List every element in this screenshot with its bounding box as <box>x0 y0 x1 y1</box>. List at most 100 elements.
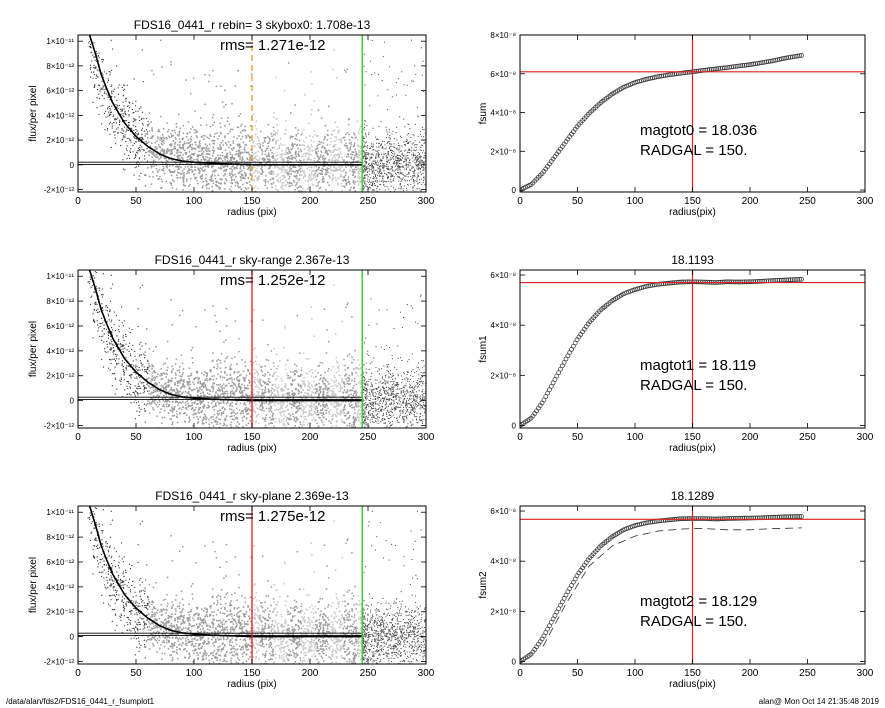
scatter-point <box>399 184 401 186</box>
scatter-point <box>345 172 347 174</box>
scatter-point <box>229 174 231 176</box>
scatter-point <box>377 138 379 140</box>
y-tick-label: 4×10⁻⁸ <box>490 109 516 118</box>
scatter-point <box>406 151 408 153</box>
scatter-point <box>136 376 138 378</box>
scatter-point <box>191 166 193 168</box>
scatter-point <box>305 136 307 139</box>
scatter-point <box>372 154 374 156</box>
scatter-point <box>325 412 328 414</box>
scatter-point <box>308 413 310 415</box>
scatter-point <box>231 170 233 173</box>
scatter-point <box>226 165 229 168</box>
scatter-point <box>94 320 96 322</box>
scatter-point <box>169 143 172 146</box>
scatter-point <box>280 186 282 189</box>
scatter-point <box>418 163 420 165</box>
scatter-point <box>177 177 179 179</box>
scatter-point <box>337 182 340 185</box>
scatter-point <box>170 143 172 145</box>
scatter-point <box>222 376 224 379</box>
scatter-point <box>247 151 249 154</box>
scatter-point <box>334 121 336 124</box>
scatter-point <box>238 152 240 154</box>
scatter-point <box>285 184 287 187</box>
scatter-point <box>283 171 286 174</box>
scatter-point <box>318 187 321 190</box>
scatter-point <box>361 429 363 431</box>
scatter-point <box>154 155 156 157</box>
scatter-point <box>127 110 130 112</box>
scatter-point <box>383 184 385 186</box>
scatter-point <box>249 137 251 139</box>
scatter-point <box>252 172 255 174</box>
scatter-point <box>101 80 103 82</box>
scatter-point <box>92 54 94 56</box>
scatter-point <box>334 156 336 159</box>
scatter-point <box>377 164 379 166</box>
scatter-point <box>235 153 238 155</box>
scatter-point <box>133 393 136 395</box>
scatter-point <box>257 187 259 190</box>
scatter-point <box>397 175 399 177</box>
scatter-point <box>255 363 258 366</box>
scatter-point <box>125 97 127 100</box>
scatter-point <box>196 130 198 133</box>
scatter-point <box>179 144 181 146</box>
scatter-point <box>288 150 291 153</box>
scatter-point <box>269 416 271 419</box>
scatter-point <box>363 155 365 157</box>
scatter-point <box>389 135 391 137</box>
scatter-point <box>248 382 251 384</box>
scatter-point <box>145 133 147 135</box>
scatter-point <box>102 59 105 61</box>
scatter-point <box>364 158 366 160</box>
scatter-point <box>306 167 308 170</box>
scatter-point <box>189 394 192 396</box>
scatter-point <box>332 150 335 153</box>
scatter-point <box>321 146 323 149</box>
scatter-point <box>358 405 361 407</box>
scatter-point <box>202 386 205 388</box>
scatter-point <box>176 158 179 160</box>
scatter-point <box>167 150 170 152</box>
scatter-point <box>284 176 287 179</box>
scatter-point <box>241 135 244 138</box>
scatter-point <box>290 167 293 170</box>
scatter-point <box>353 187 355 190</box>
scatter-point <box>316 388 318 391</box>
scatter-point <box>396 147 398 149</box>
scatter-point <box>192 173 195 176</box>
scatter-point <box>197 154 199 156</box>
scatter-point <box>416 144 418 146</box>
scatter-point <box>151 365 153 368</box>
scatter-point <box>356 160 359 162</box>
scatter-point <box>363 146 365 148</box>
scatter-point <box>250 155 253 158</box>
scatter-point <box>301 190 303 192</box>
scatter-point <box>291 184 294 187</box>
scatter-point <box>382 181 384 183</box>
scatter-point <box>360 179 362 182</box>
scatter-point <box>353 183 356 185</box>
scatter-point <box>202 146 205 149</box>
scatter-point <box>343 159 345 161</box>
scatter-point <box>407 176 409 178</box>
scatter-point <box>417 174 419 176</box>
scatter-point <box>234 383 236 385</box>
scatter-point <box>179 141 182 143</box>
scatter-point <box>376 186 378 188</box>
scatter-point <box>232 200 234 202</box>
x-tick-label: 50 <box>130 196 142 207</box>
scatter-point <box>241 383 243 386</box>
plot-area <box>78 270 426 431</box>
scatter-point <box>308 153 311 156</box>
scatter-point <box>302 389 305 391</box>
scatter-point <box>215 169 217 172</box>
scatter-point <box>319 169 322 172</box>
scatter-point <box>394 165 396 167</box>
scatter-point <box>148 175 151 178</box>
scatter-point <box>302 155 304 158</box>
scatter-point <box>151 135 153 137</box>
scatter-point <box>365 154 367 156</box>
